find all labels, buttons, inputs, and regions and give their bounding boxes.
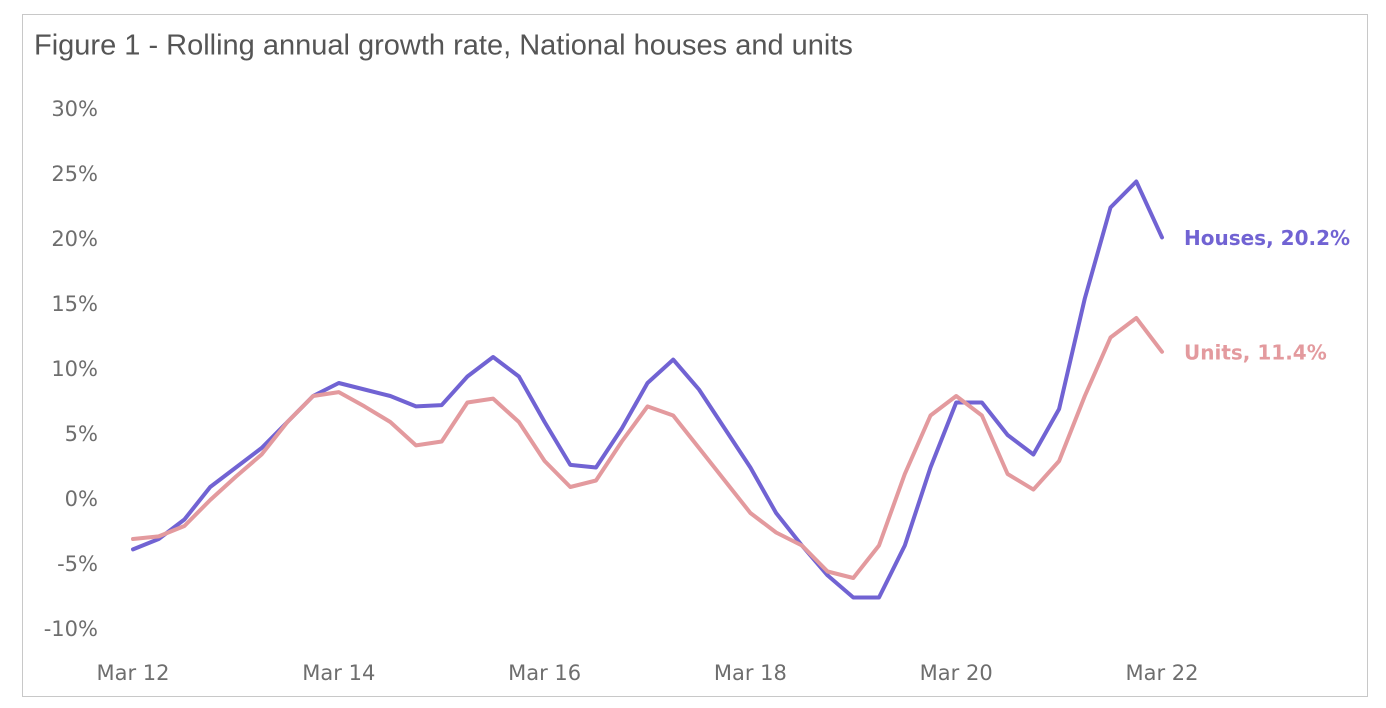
end-label: Units, 11.4%	[1184, 340, 1327, 364]
x-tick-label: Mar 12	[96, 661, 169, 685]
x-tick-label: Mar 20	[920, 661, 993, 685]
y-tick-label: 30%	[51, 97, 98, 121]
x-tick-label: Mar 18	[714, 661, 787, 685]
y-tick-label: 15%	[51, 292, 98, 316]
frame	[22, 14, 1368, 697]
y-tick-label: 5%	[65, 422, 98, 446]
y-tick-label: -10%	[44, 617, 98, 641]
x-tick-label: Mar 16	[508, 661, 581, 685]
x-tick-label: Mar 22	[1125, 661, 1198, 685]
y-tick-label: 0%	[65, 487, 98, 511]
chart-title: Figure 1 - Rolling annual growth rate, N…	[34, 30, 853, 62]
end-label: Houses, 20.2%	[1184, 226, 1350, 250]
y-tick-label: 10%	[51, 357, 98, 381]
y-tick-label: -5%	[57, 552, 98, 576]
x-tick-label: Mar 14	[302, 661, 375, 685]
y-tick-label: 25%	[51, 162, 98, 186]
series-line	[131, 316, 1164, 580]
y-tick-label: 20%	[51, 227, 98, 251]
